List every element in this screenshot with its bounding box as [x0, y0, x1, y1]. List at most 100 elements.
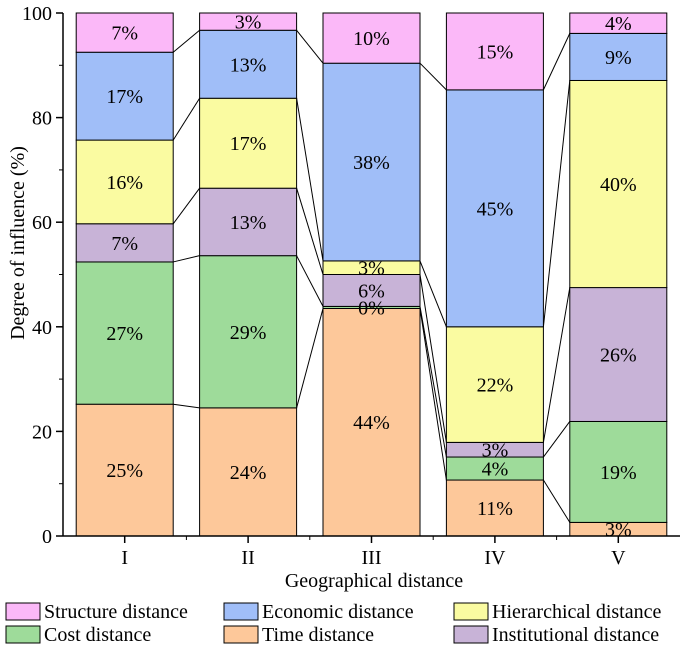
connector-line [542, 80, 571, 327]
bar-time-distance-i [75, 403, 174, 537]
connector-line [173, 403, 200, 409]
data-label-economic-distance-i: 17% [106, 86, 143, 108]
data-label-structure-distance-i: 7% [111, 23, 138, 45]
legend-swatch-economic-distance [223, 602, 259, 621]
data-label-time-distance-iv: 11% [477, 498, 513, 520]
data-label-institutional-distance-ii: 13% [230, 212, 267, 234]
data-label-institutional-distance-i: 7% [111, 233, 138, 255]
x-tick-label: II [241, 547, 254, 569]
data-label-time-distance-i: 25% [106, 460, 143, 482]
data-label-hierarchical-distance-iii: 3% [358, 258, 385, 280]
y-tick-label: 0 [42, 526, 52, 548]
bar-time-distance-iii [322, 307, 421, 537]
y-tick-label: 60 [32, 212, 52, 234]
data-label-cost-distance-ii: 29% [230, 322, 267, 344]
data-label-structure-distance-ii: 3% [235, 12, 262, 34]
bar-structure-distance-v [569, 12, 668, 34]
data-label-hierarchical-distance-iv: 22% [477, 375, 514, 397]
bar-hierarchical-distance-v [569, 79, 668, 289]
connector-line [542, 287, 571, 443]
x-tick-label: V [611, 547, 626, 569]
bar-cost-distance-ii [199, 255, 298, 409]
y-tick-label: 80 [32, 108, 52, 130]
bar-structure-distance-i [75, 12, 174, 53]
data-label-cost-distance-i: 27% [106, 323, 143, 345]
x-tick-label: III [362, 547, 382, 569]
segment-labels: 25% 24%44%11%3%27% 29%0%4% 19%7%13%6%3%26%1… [106, 12, 636, 542]
bar-cost-distance-v [569, 420, 668, 523]
data-label-time-distance-ii: 24% [230, 462, 267, 484]
legend-swatch-time-distance [223, 625, 259, 644]
legend-label-cost-distance: Cost distance [44, 624, 151, 646]
bar-economic-distance-iii [322, 62, 421, 262]
bar-economic-distance-ii [199, 29, 298, 99]
bar-institutional-distance-v [569, 287, 668, 422]
connector-line [542, 479, 571, 523]
connector-line [419, 308, 447, 481]
connector-line [296, 29, 324, 64]
bar-economic-distance-i [75, 51, 174, 141]
connector-line [419, 306, 447, 458]
connector-line [542, 421, 571, 458]
bar-structure-distance-iv [445, 12, 544, 91]
data-label-economic-distance-ii: 13% [230, 54, 267, 76]
bar-economic-distance-v [569, 32, 668, 81]
connector-line [172, 29, 200, 53]
data-label-economic-distance-iii: 38% [353, 152, 390, 174]
connector-line [542, 33, 571, 91]
connector-line [296, 308, 324, 408]
connector-line [296, 255, 324, 307]
legend-label-hierarchical-distance: Hierarchical distance [492, 601, 661, 623]
data-label-structure-distance-iii: 10% [353, 28, 390, 50]
bar-segments [75, 12, 668, 537]
data-label-institutional-distance-iv: 3% [482, 440, 509, 462]
data-label-economic-distance-v: 9% [605, 47, 632, 69]
data-label-structure-distance-v: 4% [605, 13, 632, 35]
y-tick-label: 20 [32, 421, 52, 443]
connector-line [296, 188, 324, 275]
data-label-cost-distance-iii: 0% [358, 297, 385, 319]
data-label-institutional-distance-v: 26% [600, 345, 637, 367]
legend-swatch-structure-distance [5, 602, 41, 621]
legend-label-time-distance: Time distance [262, 624, 374, 646]
data-label-structure-distance-iv: 15% [477, 41, 514, 63]
connector-line [419, 260, 447, 327]
connector-lines [172, 29, 571, 537]
bar-structure-distance-iii [322, 12, 421, 64]
bar-structure-distance-ii [199, 12, 298, 31]
legend-swatch-cost-distance [5, 625, 41, 644]
y-tick-label: 40 [32, 317, 52, 339]
bar-hierarchical-distance-ii [199, 97, 298, 189]
data-label-hierarchical-distance-i: 16% [106, 172, 143, 194]
legend: Structure distance Economic distance Hiera… [5, 601, 661, 646]
connector-line [173, 255, 200, 263]
connector-line [419, 62, 447, 91]
connector-line [296, 98, 324, 261]
y-axis-title: Degree of influence (%) [7, 146, 29, 340]
y-tick-label: 100 [22, 3, 52, 25]
legend-label-institutional-distance: Institutional distance [492, 624, 659, 646]
legend-label-economic-distance: Economic distance [262, 601, 414, 623]
data-label-hierarchical-distance-ii: 17% [230, 133, 267, 155]
data-label-economic-distance-iv: 45% [477, 198, 514, 220]
bar-institutional-distance-i [75, 223, 174, 263]
x-axis-title: Geographical distance [285, 570, 463, 592]
data-label-cost-distance-v: 19% [600, 462, 637, 484]
connector-line [419, 274, 447, 443]
data-label-time-distance-iii: 44% [353, 412, 390, 434]
bar-hierarchical-distance-iv [445, 326, 544, 443]
bar-hierarchical-distance-i [75, 139, 174, 225]
connector-line [172, 187, 201, 225]
legend-swatch-institutional-distance [453, 625, 489, 644]
x-tick-label: IV [484, 547, 506, 569]
legend-swatch-hierarchical-distance [453, 602, 489, 621]
x-tick-label: I [121, 547, 128, 569]
bar-cost-distance-i [75, 261, 174, 405]
data-label-hierarchical-distance-v: 40% [600, 174, 637, 196]
legend-label-structure-distance: Structure distance [44, 601, 188, 623]
connector-line [172, 97, 201, 141]
bar-time-distance-ii [199, 407, 298, 537]
data-label-cost-distance-iv: 4% [482, 459, 509, 481]
